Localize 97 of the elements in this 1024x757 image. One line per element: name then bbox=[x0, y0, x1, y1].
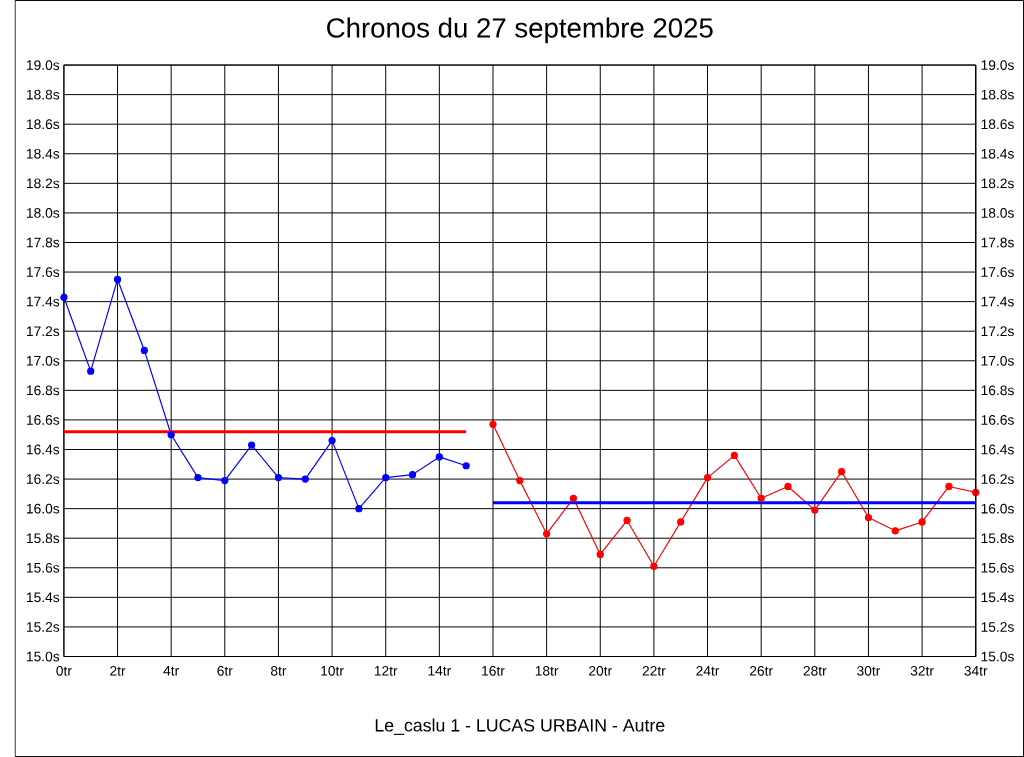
y2-tick-label: 15.8s bbox=[981, 533, 1014, 544]
y2-tick-label: 15.4s bbox=[981, 592, 1014, 603]
y-tick-label: 18.6s bbox=[26, 119, 60, 130]
point bbox=[543, 530, 551, 538]
point bbox=[408, 471, 417, 479]
y-tick-label: 16.6s bbox=[26, 415, 60, 425]
point bbox=[301, 475, 309, 483]
point bbox=[274, 473, 283, 482]
y-tick-label: 16.4s bbox=[26, 444, 60, 455]
y2-tick-label: 16.6s bbox=[981, 415, 1014, 425]
x-tick-label: 12tr bbox=[374, 665, 398, 676]
point bbox=[382, 473, 390, 482]
x-tick-label: 28tr bbox=[803, 665, 827, 676]
point bbox=[677, 518, 685, 526]
y2-tick-label: 17.8s bbox=[981, 237, 1014, 248]
y-tick-label: 15.6s bbox=[26, 562, 60, 573]
x-tick-label: 0tr bbox=[56, 665, 72, 676]
point bbox=[838, 468, 846, 476]
y2-tick-label: 17.6s bbox=[981, 267, 1014, 277]
y2-tick-label: 17.0s bbox=[981, 355, 1014, 366]
point bbox=[891, 527, 899, 535]
y-tick-label: 18.4s bbox=[26, 148, 60, 159]
x-axis-title: Le_caslu 1 - LUCAS URBAIN - Autre bbox=[375, 718, 665, 735]
point bbox=[435, 453, 443, 461]
point bbox=[355, 505, 363, 513]
y2-tick-label: 15.2s bbox=[981, 622, 1014, 632]
y2-tick-label: 16.4s bbox=[981, 444, 1014, 455]
x-tick-label: 6tr bbox=[217, 665, 233, 676]
point bbox=[194, 473, 202, 482]
x-tick-label: 30tr bbox=[857, 665, 881, 676]
y-tick-label: 15.2s bbox=[26, 622, 60, 632]
point bbox=[113, 275, 122, 284]
y-tick-label: 15.8s bbox=[26, 533, 60, 544]
y2-tick-label: 18.8s bbox=[981, 89, 1014, 100]
x-tick-label: 24tr bbox=[696, 665, 720, 676]
point bbox=[864, 513, 873, 522]
point bbox=[248, 441, 256, 449]
x-tick-label: 26tr bbox=[749, 665, 773, 676]
x-tick-label: 18tr bbox=[535, 665, 559, 676]
y2-tick-label: 15.0s bbox=[981, 651, 1014, 662]
point bbox=[87, 367, 95, 375]
x-tick-label: 32tr bbox=[910, 665, 934, 676]
y-tick-label: 16.8s bbox=[26, 385, 60, 396]
x-tick-label: 10tr bbox=[321, 665, 344, 676]
y-tick-label: 18.0s bbox=[26, 208, 60, 218]
point bbox=[623, 516, 631, 525]
point bbox=[516, 476, 524, 485]
x-tick-label: 16tr bbox=[482, 665, 505, 676]
y2-tick-label: 16.2s bbox=[981, 474, 1014, 484]
point bbox=[569, 494, 578, 502]
point bbox=[596, 550, 604, 559]
x-tick-label: 8tr bbox=[270, 665, 287, 676]
y2-tick-label: 18.6s bbox=[981, 119, 1014, 130]
y-tick-label: 16.0s bbox=[26, 503, 60, 514]
y-tick-label: 18.8s bbox=[26, 89, 60, 100]
point bbox=[945, 482, 953, 491]
point bbox=[489, 420, 497, 428]
y-tick-label: 18.2s bbox=[26, 178, 60, 189]
y-tick-label: 17.0s bbox=[26, 355, 60, 366]
point bbox=[650, 562, 658, 570]
point bbox=[918, 518, 926, 526]
y-tick-label: 15.4s bbox=[26, 592, 60, 603]
y-tick-label: 17.4s bbox=[26, 296, 60, 307]
point bbox=[328, 437, 336, 445]
y2-tick-label: 17.4s bbox=[981, 296, 1014, 307]
y2-tick-label: 18.4s bbox=[981, 148, 1014, 159]
y-tick-label: 16.2s bbox=[26, 474, 60, 484]
y2-tick-label: 17.2s bbox=[981, 326, 1014, 337]
y2-tick-label: 15.6s bbox=[981, 562, 1014, 573]
y2-tick-label: 19.0s bbox=[981, 60, 1014, 70]
point bbox=[784, 482, 792, 491]
y-tick-label: 17.6s bbox=[26, 267, 60, 277]
y2-tick-label: 16.0s bbox=[981, 503, 1014, 514]
y-tick-label: 19.0s bbox=[26, 60, 60, 70]
point bbox=[757, 494, 765, 502]
point bbox=[972, 488, 980, 496]
x-tick-label: 20tr bbox=[589, 665, 612, 676]
y-tick-label: 15.0s bbox=[26, 651, 60, 662]
x-tick-label: 2tr bbox=[110, 665, 126, 676]
point bbox=[167, 431, 175, 439]
point bbox=[221, 476, 229, 485]
x-tick-label: 22tr bbox=[642, 665, 666, 676]
x-tick-label: 34tr bbox=[964, 665, 988, 676]
point bbox=[60, 293, 68, 301]
y-tick-label: 17.8s bbox=[26, 237, 60, 248]
chart-title: Chronos du 27 septembre 2025 bbox=[327, 17, 713, 44]
y2-tick-label: 18.0s bbox=[981, 208, 1014, 218]
point bbox=[730, 451, 738, 460]
y-tick-label: 17.2s bbox=[26, 326, 60, 337]
point bbox=[811, 506, 819, 514]
x-tick-label: 14tr bbox=[428, 665, 452, 676]
point bbox=[462, 462, 470, 470]
y2-tick-label: 18.2s bbox=[981, 178, 1014, 189]
point bbox=[703, 473, 712, 482]
point bbox=[140, 346, 148, 355]
x-tick-label: 4tr bbox=[163, 665, 179, 676]
y2-tick-label: 16.8s bbox=[981, 385, 1014, 396]
